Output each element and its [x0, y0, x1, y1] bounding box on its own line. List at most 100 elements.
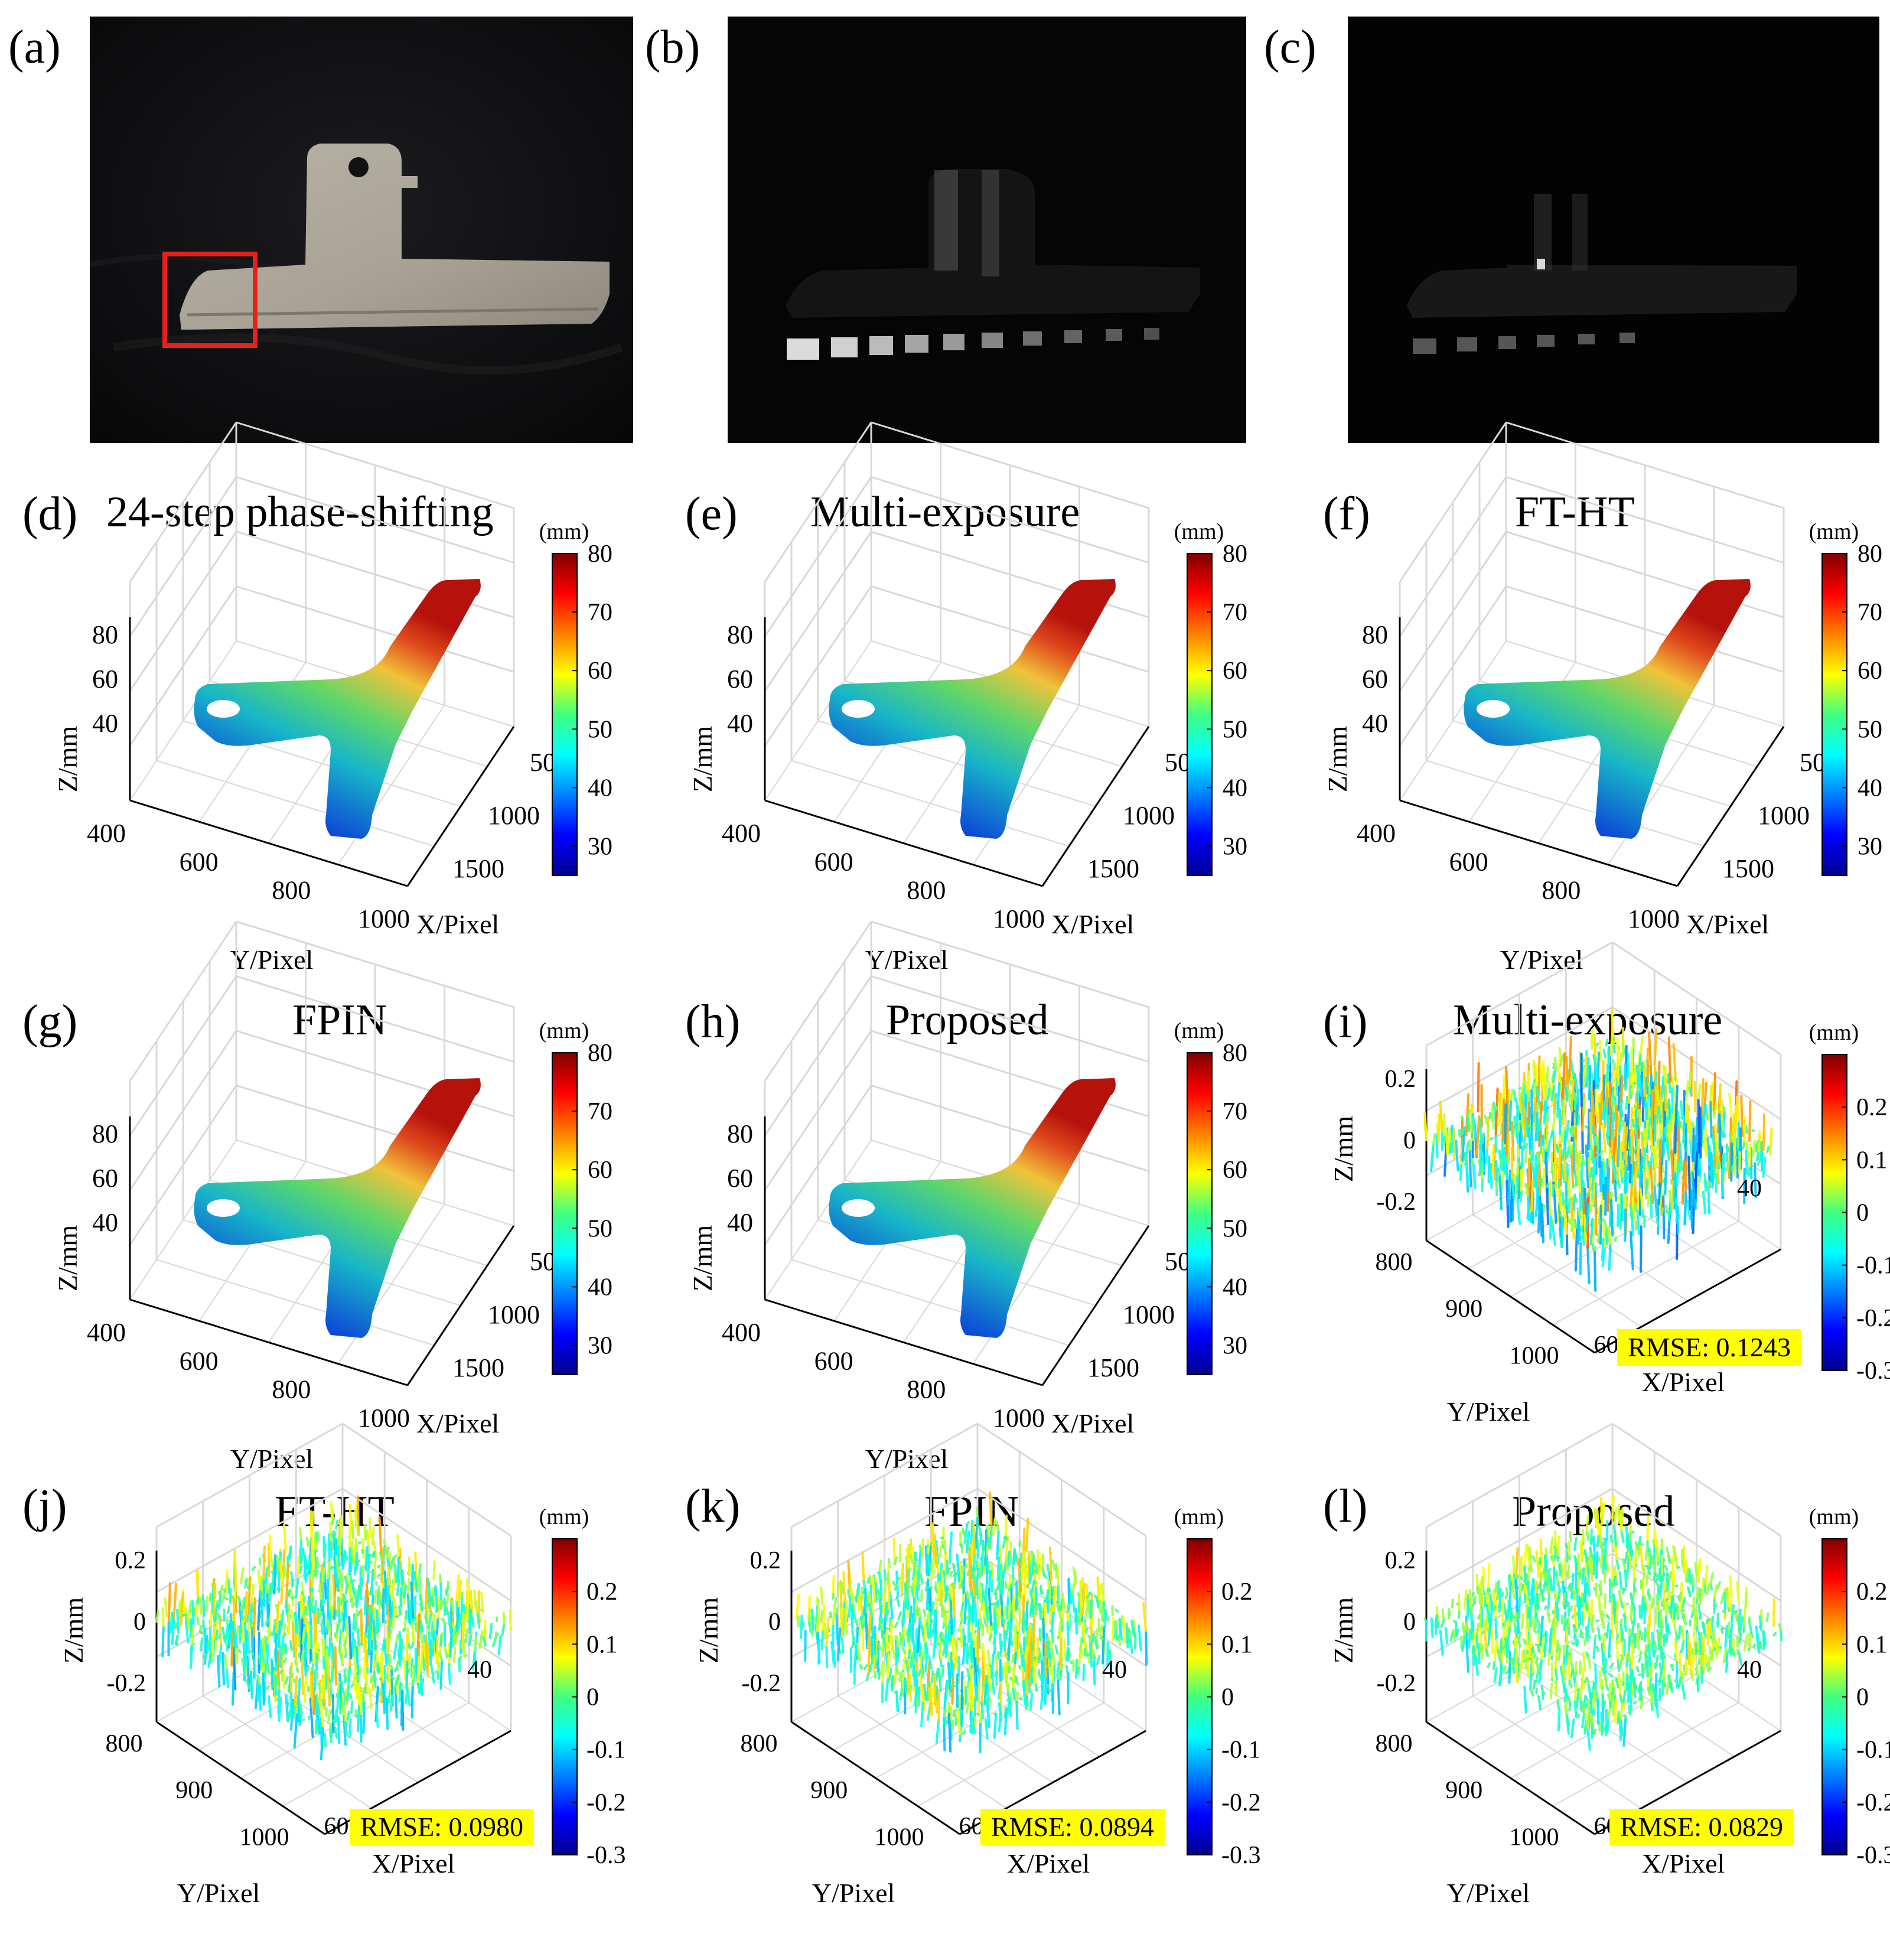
error-spike — [510, 1611, 511, 1630]
colorbar-tick-label: 0.1 — [586, 1631, 618, 1658]
error-spike — [797, 1595, 799, 1619]
error-spike — [393, 1556, 396, 1559]
error-spike — [1588, 1248, 1589, 1283]
error-spike — [1469, 1632, 1470, 1648]
error-spike — [408, 1688, 409, 1705]
x-axis-label: X/Pixel — [416, 1408, 500, 1438]
error-spike — [801, 1616, 802, 1637]
error-spike — [1706, 1566, 1707, 1586]
error-spike — [1737, 1583, 1739, 1603]
error-spike — [1593, 1150, 1594, 1163]
error-spike — [162, 1609, 163, 1626]
error-spike — [322, 1685, 324, 1701]
error-spike — [902, 1648, 905, 1653]
error-spike — [269, 1697, 271, 1717]
error-spike — [862, 1552, 863, 1581]
error-spike — [1542, 1686, 1543, 1699]
error-spike — [1582, 1633, 1583, 1637]
error-spike — [291, 1642, 292, 1650]
error-spike — [1083, 1584, 1084, 1614]
error-spike — [392, 1585, 393, 1601]
error-spike — [986, 1618, 988, 1633]
error-spike — [882, 1642, 884, 1656]
error-spike — [1498, 1581, 1499, 1593]
colorbar-tick-label: -0.3 — [1856, 1357, 1890, 1385]
error-spike — [823, 1606, 825, 1630]
error-spike — [1595, 1665, 1596, 1685]
y-tick-label: 400 — [87, 1318, 126, 1347]
error-spike — [1539, 1697, 1540, 1710]
error-spike — [1619, 1590, 1621, 1599]
error-spike — [379, 1518, 381, 1557]
error-spike — [1655, 1692, 1657, 1701]
error-spike — [934, 1535, 936, 1567]
error-spike — [1068, 1648, 1069, 1658]
error-spike — [383, 1563, 384, 1564]
error-spike — [1687, 1105, 1688, 1132]
error-spike — [400, 1640, 402, 1653]
error-spike — [1642, 1063, 1643, 1070]
error-spike — [1761, 1142, 1762, 1161]
y-tick-label: 800 — [1542, 876, 1581, 905]
error-spike — [1614, 1114, 1615, 1119]
error-spike — [898, 1578, 899, 1579]
error-spike — [908, 1650, 910, 1658]
error-spike — [418, 1574, 419, 1587]
error-spike — [1582, 1568, 1583, 1583]
error-spike — [1750, 1144, 1751, 1167]
error-spike — [242, 1601, 243, 1609]
y-tick-label: 1000 — [358, 904, 410, 933]
error-spike — [1634, 1702, 1636, 1703]
error-spike — [1080, 1609, 1081, 1624]
error-spike — [1513, 1557, 1514, 1572]
error-spike — [1735, 1611, 1736, 1613]
error-spike — [1127, 1624, 1128, 1643]
y-axis-label: Y/Pixel — [230, 945, 314, 975]
error-spike — [352, 1596, 353, 1607]
error-spike — [1496, 1089, 1498, 1136]
error-spike — [1726, 1626, 1727, 1643]
error-spike — [384, 1666, 385, 1688]
error-spike — [1557, 1557, 1558, 1561]
error-spike — [1061, 1618, 1063, 1626]
error-spike — [335, 1647, 337, 1684]
error-spike — [405, 1661, 406, 1681]
error-spike — [1684, 1614, 1685, 1623]
error-spike — [396, 1616, 399, 1617]
error-spike — [1744, 1118, 1745, 1144]
error-spike — [1474, 1165, 1475, 1188]
error-spike — [1478, 1615, 1480, 1618]
error-spike — [1473, 1593, 1474, 1596]
error-spike — [1094, 1659, 1095, 1685]
error-spike — [924, 1685, 926, 1699]
error-plot-0: 0.20-0.2Z/mm8009001000Y/Pixel40600X/Pixe… — [1328, 942, 1890, 1427]
error-spike — [1654, 1664, 1655, 1666]
error-spike — [1620, 1574, 1621, 1588]
error-spike — [1658, 1633, 1660, 1638]
error-spike — [1629, 1637, 1630, 1650]
error-spike — [377, 1610, 378, 1632]
error-spike — [1617, 1038, 1618, 1060]
error-spike — [1508, 1152, 1509, 1163]
error-spike — [1588, 1059, 1589, 1079]
error-spike — [1581, 1682, 1582, 1699]
error-spike — [1647, 1517, 1648, 1542]
error-spike — [905, 1661, 907, 1662]
error-spike — [324, 1545, 325, 1558]
error-spike — [1702, 1079, 1703, 1115]
error-spike — [1491, 1138, 1492, 1139]
error-spike — [1607, 1616, 1609, 1618]
error-spike — [389, 1620, 391, 1630]
error-spike — [308, 1687, 309, 1692]
error-spike — [1084, 1647, 1085, 1655]
error-spike — [971, 1666, 973, 1668]
error-spike — [1559, 1590, 1560, 1598]
error-spike — [1657, 1139, 1658, 1149]
error-plot-2: 0.20-0.2Z/mm8009001000Y/Pixel40600X/Pixe… — [693, 1424, 1261, 1908]
z-tick-label: 60 — [92, 665, 118, 694]
error-spike — [1656, 1656, 1658, 1668]
surface-hole — [842, 1199, 875, 1217]
error-spike — [1669, 1607, 1670, 1613]
error-spike — [329, 1636, 330, 1657]
error-spike — [1508, 1645, 1509, 1652]
